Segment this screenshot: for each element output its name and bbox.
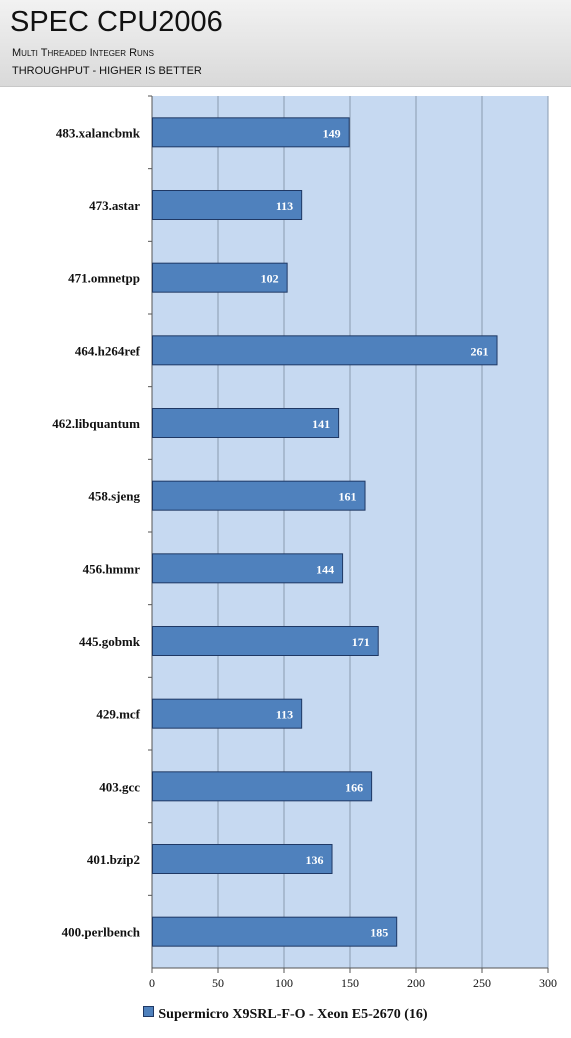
category-label: 483.xalancbmk [56, 125, 141, 140]
legend-label: Supermicro X9SRL-F-O - Xeon E5-2670 (16) [158, 1007, 428, 1022]
category-label: 462.libquantum [52, 416, 140, 431]
category-label: 400.perlbench [62, 925, 141, 940]
data-label: 141 [312, 417, 330, 431]
data-label: 171 [352, 635, 370, 649]
bar [152, 117, 350, 148]
data-label: 113 [276, 199, 293, 213]
chart-subtitle: Multi Threaded Integer Runs [12, 47, 154, 59]
category-label: 403.gcc [99, 779, 140, 794]
bar [152, 626, 379, 656]
x-tick-label: 250 [473, 976, 491, 990]
data-label: 161 [339, 490, 357, 504]
data-label: 113 [276, 708, 293, 722]
bar [152, 771, 373, 802]
data-label: 102 [261, 272, 279, 286]
data-label: 185 [370, 926, 388, 940]
category-label: 401.bzip2 [87, 852, 140, 867]
legend-swatch [143, 1006, 155, 1017]
bar [152, 408, 340, 438]
category-label: 429.mcf [96, 707, 140, 722]
x-tick-label: 300 [539, 976, 557, 990]
data-label: 166 [345, 780, 363, 794]
category-label: 473.astar [89, 198, 140, 213]
bar [152, 698, 303, 729]
chart-header: SPEC CPU2006 Multi Threaded Integer Runs… [0, 0, 571, 87]
category-label: 471.omnetpp [68, 271, 140, 286]
chart-title: SPEC CPU2006 [10, 6, 223, 38]
chart-subtitle-note: THROUGHPUT - HIGHER IS BETTER [12, 65, 202, 77]
bar [152, 262, 288, 293]
bar [152, 844, 333, 874]
category-label: 445.gobmk [79, 634, 141, 649]
data-label: 144 [316, 562, 334, 576]
x-tick-label: 50 [212, 976, 224, 990]
data-label: 136 [306, 853, 324, 867]
category-label: 458.sjeng [88, 489, 140, 504]
x-tick-label: 0 [149, 976, 155, 990]
bar [152, 335, 498, 366]
x-tick-label: 150 [341, 976, 359, 990]
x-tick-label: 200 [407, 976, 425, 990]
bar [152, 916, 398, 947]
data-label: 261 [471, 344, 489, 358]
legend: Supermicro X9SRL-F-O - Xeon E5-2670 (16) [0, 1006, 571, 1023]
category-label: 464.h264ref [75, 343, 141, 358]
bar [152, 480, 366, 511]
data-label: 149 [323, 126, 341, 140]
x-tick-label: 100 [275, 976, 293, 990]
bar [152, 553, 344, 584]
bar-chart: 0 50 100 150 200 250 300 483.xalancbmk 149 473.as… [52, 95, 557, 990]
bar [152, 190, 303, 220]
category-label: 456.hmmr [83, 561, 141, 576]
